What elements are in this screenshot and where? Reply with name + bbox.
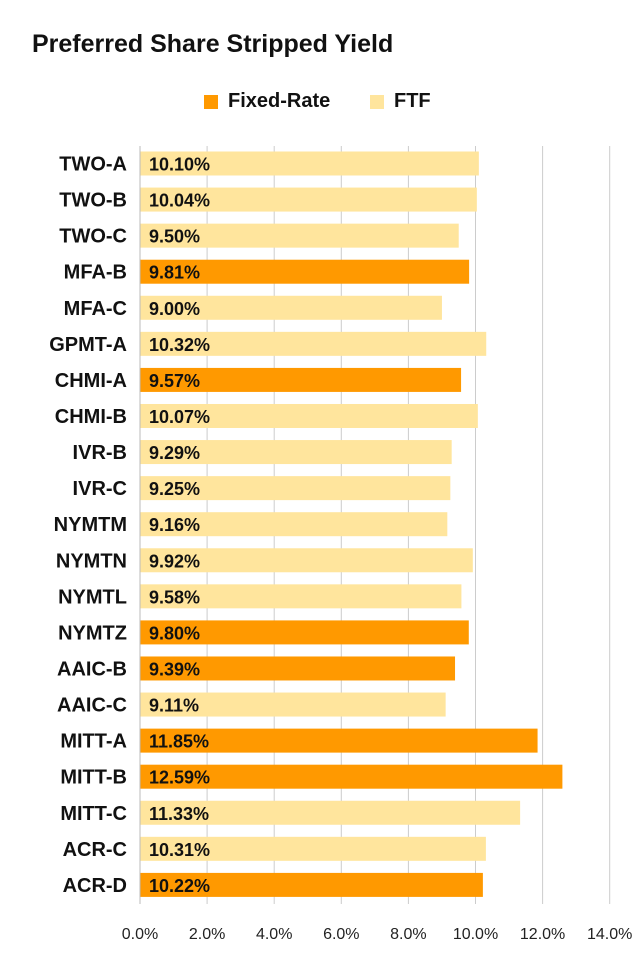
bar: [140, 620, 469, 645]
bar: [140, 764, 563, 789]
legend-swatch-ftf: [370, 94, 384, 109]
data-label: 10.22%: [149, 876, 210, 896]
data-label: 9.39%: [149, 659, 200, 679]
x-tick-label: 4.0%: [256, 926, 292, 943]
legend-item-fixed-rate: Fixed-Rate: [204, 90, 330, 113]
category-label: TWO-B: [59, 190, 127, 212]
bar: [140, 512, 448, 537]
x-tick-label: 10.0%: [453, 926, 498, 943]
x-tick-label: 14.0%: [587, 926, 632, 943]
x-tick-label: 12.0%: [520, 926, 565, 943]
category-label: CHMI-A: [55, 370, 127, 392]
category-label: TWO-A: [59, 154, 127, 176]
legend-swatch-fixed-rate: [204, 94, 218, 109]
bar: [140, 295, 442, 320]
bar: [140, 728, 538, 753]
chart-title: Preferred Share Stripped Yield: [32, 30, 394, 58]
data-label: 10.10%: [149, 155, 210, 175]
data-label: 10.04%: [149, 191, 210, 211]
data-label: 9.81%: [149, 263, 200, 283]
data-label: 9.57%: [149, 371, 200, 391]
bar: [140, 584, 462, 609]
data-label: 11.85%: [149, 732, 209, 752]
category-label: GPMT-A: [49, 334, 127, 356]
x-tick-label: 0.0%: [122, 926, 158, 943]
data-label: 9.80%: [149, 623, 200, 643]
bar: [140, 440, 452, 465]
data-label: 9.58%: [149, 587, 200, 607]
category-label: IVR-C: [73, 478, 127, 500]
bar: [140, 548, 473, 573]
data-label: 9.11%: [149, 696, 199, 716]
bar: [140, 800, 521, 825]
category-label: AAIC-B: [57, 658, 127, 680]
data-label: 11.33%: [149, 804, 209, 824]
legend-label-ftf: FTF: [394, 90, 431, 112]
x-tick-label: 8.0%: [390, 926, 426, 943]
x-tick-label: 6.0%: [323, 926, 359, 943]
category-label: NYMTM: [54, 514, 127, 536]
bar: [140, 223, 459, 248]
bar: [140, 259, 470, 284]
category-label: IVR-B: [73, 442, 127, 464]
category-label: MITT-C: [60, 803, 127, 825]
chart-legend: Fixed-Rate FTF: [0, 90, 640, 118]
data-label: 9.16%: [149, 515, 200, 535]
bar: [140, 403, 478, 428]
data-label: 10.31%: [149, 840, 210, 860]
category-label: MFA-C: [64, 298, 127, 320]
data-label: 9.50%: [149, 227, 200, 247]
category-label: ACR-D: [63, 875, 127, 897]
data-label: 10.07%: [149, 407, 210, 427]
data-label: 12.59%: [149, 768, 210, 788]
category-label: ACR-C: [63, 839, 127, 861]
legend-label-fixed-rate: Fixed-Rate: [228, 90, 331, 112]
x-tick-label: 2.0%: [189, 926, 225, 943]
category-label: TWO-C: [59, 226, 127, 248]
bar: [140, 476, 451, 501]
category-label: CHMI-B: [55, 406, 127, 428]
bar: [140, 656, 456, 681]
data-label: 9.25%: [149, 479, 200, 499]
data-label: 9.00%: [149, 299, 200, 319]
bar: [140, 187, 477, 212]
category-label: NYMTL: [58, 586, 127, 608]
category-label: AAIC-C: [57, 695, 127, 717]
data-label: 9.92%: [149, 551, 200, 571]
bar: [140, 836, 486, 861]
bar: [140, 872, 483, 897]
data-label: 9.29%: [149, 443, 200, 463]
category-label: MITT-A: [60, 731, 127, 753]
bar: [140, 367, 462, 392]
legend-item-ftf: FTF: [370, 90, 431, 113]
category-label: MFA-B: [64, 262, 127, 284]
category-label: NYMTN: [56, 550, 127, 572]
category-label: NYMTZ: [58, 622, 127, 644]
bar: [140, 331, 487, 356]
category-label: MITT-B: [60, 767, 127, 789]
bar: [140, 692, 446, 717]
bar: [140, 151, 479, 176]
data-label: 10.32%: [149, 335, 210, 355]
